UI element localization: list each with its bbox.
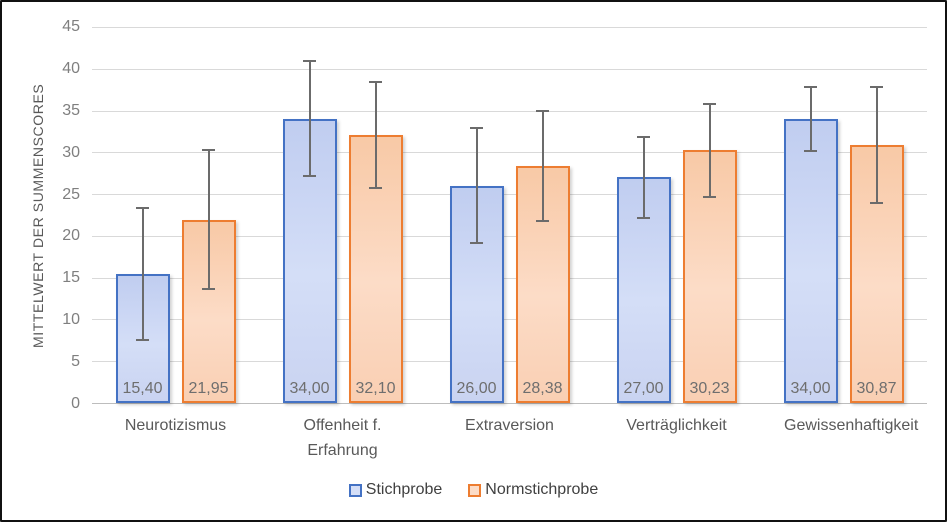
- error-bar: [870, 85, 883, 205]
- error-bar: [804, 85, 817, 153]
- gridline: [92, 110, 927, 112]
- y-axis-tick-label: 25: [62, 185, 80, 203]
- bar-group: 15,40 21,95: [92, 27, 259, 403]
- gridline: [92, 235, 927, 237]
- legend-item-normstichprobe: Normstichprobe: [468, 481, 598, 499]
- error-bar: [369, 80, 382, 190]
- error-bar: [703, 102, 716, 199]
- y-axis-tick-label: 20: [62, 227, 80, 245]
- error-bar: [637, 135, 650, 220]
- bar-value-label: 21,95: [188, 380, 229, 397]
- bar-value-label: 28,38: [522, 380, 563, 397]
- bar-normstichprobe: 32,10: [348, 134, 403, 403]
- error-bar: [202, 149, 215, 290]
- legend-label: Stichprobe: [365, 481, 443, 498]
- category-label: Verträglichkeit: [626, 417, 727, 434]
- y-axis-tick-label: 5: [71, 353, 80, 371]
- bar-value-label: 27,00: [623, 380, 664, 397]
- gridline: [92, 152, 927, 154]
- error-bar: [303, 60, 316, 178]
- y-axis-tick-label: 40: [62, 59, 80, 77]
- y-axis: 0 5 10 15 20 25 30 35 40 45: [2, 18, 80, 412]
- y-axis-tick-label: 0: [71, 395, 80, 412]
- gridline: [92, 319, 927, 321]
- bar-value-label: 30,87: [856, 380, 897, 397]
- gridline: [92, 277, 927, 279]
- category-label: Extraversion: [465, 417, 554, 434]
- bar-value-label: 34,00: [289, 380, 330, 397]
- bar-group: 34,00 30,87: [760, 27, 927, 403]
- bar-value-label: 26,00: [456, 380, 497, 397]
- legend-swatch-icon: [468, 483, 482, 497]
- bar-value-label: 32,10: [355, 380, 396, 397]
- gridline: [92, 27, 927, 28]
- bar-value-label: 15,40: [122, 380, 163, 397]
- error-bar: [136, 207, 149, 342]
- bar-group: 27,00 30,23: [593, 27, 760, 403]
- legend-label: Normstichprobe: [485, 481, 599, 498]
- bar-group: 26,00 28,38: [426, 27, 593, 403]
- y-axis-tick-label: 15: [62, 269, 80, 287]
- y-axis-tick-label: 35: [62, 101, 80, 119]
- plot-area: 15,40 21,95 34,00 32,10 26,00 28,38 27,00 30,23…: [92, 27, 927, 404]
- bar-group: 34,00 32,10: [259, 27, 426, 403]
- error-bar: [470, 127, 483, 245]
- bar-normstichprobe: 28,38: [515, 165, 570, 403]
- gridline: [92, 194, 927, 196]
- legend-item-stichprobe: Stichprobe: [348, 481, 443, 499]
- error-bar: [536, 109, 549, 222]
- y-axis-tick-label: 30: [62, 143, 80, 161]
- category-label: Neurotizismus: [124, 417, 227, 434]
- bar-stichprobe: 34,00: [783, 118, 838, 403]
- x-axis: Neurotizismus Offenheit f. Erfahrung Extra…: [92, 413, 927, 471]
- legend: Stichprobe Normstichprobe: [2, 481, 945, 499]
- gridline: [92, 68, 927, 70]
- bar-value-label: 34,00: [790, 380, 831, 397]
- legend-swatch-icon: [348, 483, 362, 497]
- bar-value-label: 30,23: [689, 380, 730, 397]
- category-label: Gewissenhaftigkeit: [784, 417, 919, 434]
- gridline: [92, 361, 927, 363]
- y-axis-tick-label: 10: [62, 311, 80, 329]
- y-axis-tick-label: 45: [62, 18, 80, 35]
- category-label: Offenheit f. Erfahrung: [303, 417, 382, 459]
